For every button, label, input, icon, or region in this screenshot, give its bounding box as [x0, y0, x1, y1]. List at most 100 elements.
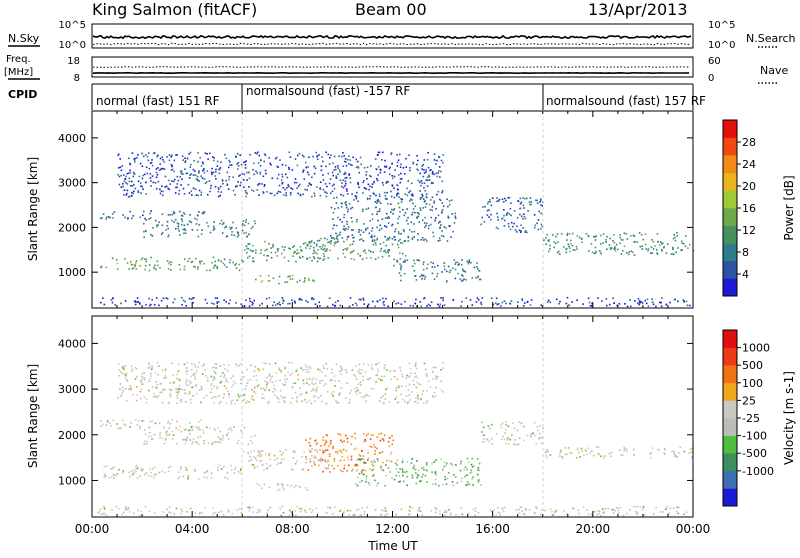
power-data-cell: [394, 239, 396, 241]
power-data-cell: [666, 252, 668, 254]
velocity-data-cell: [165, 376, 167, 378]
power-data-cell: [159, 163, 161, 165]
velocity-data-cell: [129, 426, 131, 428]
velocity-data-cell: [196, 426, 198, 428]
velocity-data-cell: [238, 471, 240, 473]
velocity-data-cell: [258, 384, 260, 386]
power-data-cell: [530, 204, 532, 206]
power-data-cell: [412, 238, 414, 240]
power-data-cell: [168, 180, 170, 182]
velocity-data-cell: [179, 476, 181, 478]
power-data-cell: [134, 161, 136, 163]
velocity-data-cell: [171, 389, 173, 391]
power-data-cell: [264, 241, 266, 243]
power-data-cell: [343, 253, 345, 255]
power-data-cell: [279, 304, 281, 306]
power-data-cell: [424, 227, 426, 229]
power-data-cell: [442, 209, 444, 211]
power-data-cell: [316, 186, 318, 188]
velocity-data-cell: [359, 364, 361, 366]
power-data-cell: [330, 235, 332, 237]
velocity-data-cell: [270, 465, 272, 467]
velocity-data-cell: [329, 380, 331, 382]
power-data-cell: [303, 243, 305, 245]
velocity-data-cell: [406, 375, 408, 377]
power-data-cell: [266, 191, 268, 193]
power-data-cell: [150, 163, 152, 165]
power-data-cell: [247, 243, 249, 245]
power-data-cell: [346, 165, 348, 167]
power-data-cell: [447, 240, 449, 242]
velocity-data-cell: [333, 468, 335, 470]
power-data-cell: [605, 239, 607, 241]
velocity-data-cell: [194, 470, 196, 472]
velocity-data-cell: [604, 455, 606, 457]
velocity-data-cell: [436, 509, 438, 511]
power-data-cell: [125, 176, 127, 178]
power-data-cell: [661, 243, 663, 245]
power-data-cell: [403, 229, 405, 231]
power-data-cell: [414, 212, 416, 214]
velocity-data-cell: [256, 380, 258, 382]
velocity-data-cell: [211, 383, 213, 385]
power-data-cell: [360, 164, 362, 166]
power-data-cell: [336, 197, 338, 199]
velocity-data-cell: [250, 451, 252, 453]
velocity-data-cell: [144, 372, 146, 374]
velocity-data-cell: [426, 373, 428, 375]
velocity-data-cell: [642, 509, 644, 511]
velocity-data-cell: [409, 363, 411, 365]
velocity-data-cell: [104, 513, 106, 515]
velocity-data-cell: [432, 378, 434, 380]
velocity-data-cell: [187, 436, 189, 438]
power-data-cell: [358, 172, 360, 174]
power-data-cell: [180, 176, 182, 178]
power-data-cell: [235, 302, 237, 304]
velocity-data-cell: [608, 508, 610, 510]
velocity-data-cell: [519, 513, 521, 515]
velocity-data-cell: [285, 397, 287, 399]
power-data-cell: [261, 281, 263, 283]
velocity-data-cell: [331, 379, 333, 381]
velocity-data-cell: [409, 384, 411, 386]
power-data-cell: [348, 174, 350, 176]
velocity-data-cell: [426, 462, 428, 464]
power-data-cell: [425, 190, 427, 192]
velocity-data-cell: [130, 422, 132, 424]
velocity-data-cell: [405, 385, 407, 387]
nsky-tick-bottom: 10^0: [59, 40, 86, 51]
velocity-data-cell: [376, 448, 378, 450]
velocity-data-cell: [162, 438, 164, 440]
power-data-cell: [349, 203, 351, 205]
power-data-cell: [380, 243, 382, 245]
velocity-data-cell: [293, 457, 295, 459]
power-data-cell: [187, 224, 189, 226]
power-data-cell: [409, 167, 411, 169]
velocity-data-cell: [314, 401, 316, 403]
power-data-cell: [225, 301, 227, 303]
power-data-cell: [341, 182, 343, 184]
power-data-cell: [198, 236, 200, 238]
velocity-data-cell: [266, 386, 268, 388]
velocity-data-cell: [164, 389, 166, 391]
power-data-cell: [168, 268, 170, 270]
power-data-cell: [389, 174, 391, 176]
velocity-data-cell: [238, 440, 240, 442]
velocity-data-cell: [198, 421, 200, 423]
power-data-cell: [333, 169, 335, 171]
velocity-data-cell: [186, 362, 188, 364]
power-data-cell: [328, 154, 330, 156]
power-data-cell: [319, 187, 321, 189]
velocity-data-cell: [402, 475, 404, 477]
velocity-colorbar-cell: [723, 400, 737, 418]
power-data-cell: [557, 233, 559, 235]
power-data-cell: [416, 155, 418, 157]
power-data-cell: [368, 250, 370, 252]
power-data-cell: [268, 275, 270, 277]
power-data-cell: [490, 201, 492, 203]
velocity-data-cell: [225, 380, 227, 382]
velocity-data-cell: [129, 476, 131, 478]
velocity-data-cell: [329, 456, 331, 458]
power-data-cell: [591, 303, 593, 305]
